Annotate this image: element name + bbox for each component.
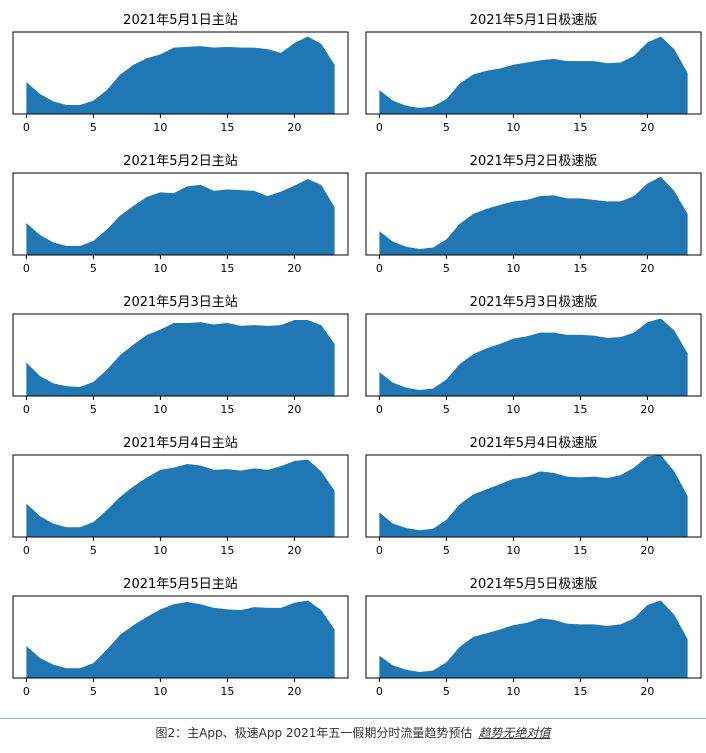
x-tick-label: 0 (23, 685, 30, 698)
chart-panel: 2021年5月5日主站 0 5 10 15 20 (12, 577, 349, 698)
area-series (379, 36, 688, 114)
area-series (26, 319, 335, 396)
caption-text: 图2：主App、极速App 2021年五一假期分时流量趋势预估 (155, 726, 473, 740)
x-tick-label: 0 (376, 403, 383, 416)
x-tick-label: 20 (640, 403, 654, 416)
caption-divider (0, 718, 706, 719)
x-tick-label: 0 (23, 403, 30, 416)
x-tick-label: 5 (443, 121, 450, 134)
x-tick-label: 10 (506, 544, 520, 557)
x-tick-label: 5 (443, 685, 450, 698)
chart-panel: 2021年5月2日极速版 0 5 10 15 20 (365, 154, 702, 275)
panel-title: 2021年5月1日极速版 (470, 13, 598, 28)
area-series (26, 600, 335, 678)
plot-frame (12, 454, 349, 538)
x-tick-label: 15 (573, 121, 587, 134)
x-tick-label: 15 (220, 262, 234, 275)
x-tick-label: 10 (153, 685, 167, 698)
plot-frame (12, 313, 349, 397)
x-tick-label: 5 (90, 121, 97, 134)
x-tick-label: 5 (90, 403, 97, 416)
area-series (26, 36, 335, 114)
x-tick-label: 10 (506, 262, 520, 275)
x-tick-label: 20 (287, 262, 301, 275)
x-tick-label: 20 (287, 544, 301, 557)
plot-frame (365, 454, 702, 538)
x-tick-label: 20 (287, 121, 301, 134)
area-series (379, 176, 688, 255)
chart-panel: 2021年5月4日极速版 0 5 10 15 20 (365, 436, 702, 557)
x-tick-label: 10 (153, 121, 167, 134)
plot-frame (365, 172, 702, 256)
x-tick-label: 15 (573, 262, 587, 275)
x-tick-label: 10 (506, 403, 520, 416)
area-series (379, 600, 688, 678)
x-tick-label: 0 (23, 544, 30, 557)
x-tick-label: 15 (220, 685, 234, 698)
x-tick-label: 20 (640, 685, 654, 698)
caption-source: 趋势无绝对值 (478, 726, 551, 740)
x-tick-label: 10 (506, 121, 520, 134)
chart-panel: 2021年5月1日极速版 0 5 10 15 20 (365, 13, 702, 134)
x-tick-label: 20 (640, 121, 654, 134)
x-tick-label: 20 (640, 544, 654, 557)
figure-caption: 图2：主App、极速App 2021年五一假期分时流量趋势预估 趋势无绝对值 (0, 724, 706, 741)
panel-title: 2021年5月4日极速版 (470, 436, 598, 451)
chart-panel: 2021年5月3日主站 0 5 10 15 20 (12, 295, 349, 416)
chart-panel: 2021年5月1日主站 0 5 10 15 20 (12, 13, 349, 134)
chart-panel: 2021年5月3日极速版 0 5 10 15 20 (365, 295, 702, 416)
plot-frame (365, 595, 702, 679)
x-tick-label: 10 (153, 262, 167, 275)
x-tick-label: 0 (376, 121, 383, 134)
plot-frame (12, 172, 349, 256)
x-tick-label: 20 (287, 685, 301, 698)
area-series (379, 318, 688, 396)
x-tick-label: 0 (376, 685, 383, 698)
area-series (379, 455, 688, 537)
x-tick-label: 15 (573, 685, 587, 698)
x-tick-label: 20 (287, 403, 301, 416)
panel-title: 2021年5月3日极速版 (470, 295, 598, 310)
chart-panel: 2021年5月2日主站 0 5 10 15 20 (12, 154, 349, 275)
panel-title: 2021年5月4日主站 (123, 436, 238, 451)
x-tick-label: 5 (90, 685, 97, 698)
area-series (26, 178, 335, 255)
x-tick-label: 5 (90, 544, 97, 557)
x-tick-label: 5 (443, 262, 450, 275)
x-tick-label: 15 (220, 544, 234, 557)
plot-frame (365, 31, 702, 115)
x-tick-label: 5 (443, 403, 450, 416)
x-tick-label: 15 (573, 403, 587, 416)
x-tick-label: 20 (640, 262, 654, 275)
panel-title: 2021年5月2日主站 (123, 154, 238, 169)
plot-frame (12, 595, 349, 679)
chart-panel: 2021年5月5日极速版 0 5 10 15 20 (365, 577, 702, 698)
plot-frame (365, 313, 702, 397)
x-tick-label: 15 (573, 544, 587, 557)
panel-title: 2021年5月3日主站 (123, 295, 238, 310)
x-tick-label: 5 (443, 544, 450, 557)
panel-title: 2021年5月1日主站 (123, 13, 238, 28)
x-tick-label: 10 (153, 544, 167, 557)
panel-title: 2021年5月2日极速版 (470, 154, 598, 169)
panel-title: 2021年5月5日极速版 (470, 577, 598, 592)
x-tick-label: 0 (376, 544, 383, 557)
x-tick-label: 0 (23, 262, 30, 275)
panel-title: 2021年5月5日主站 (123, 577, 238, 592)
x-tick-label: 0 (376, 262, 383, 275)
x-tick-label: 10 (153, 403, 167, 416)
x-tick-label: 15 (220, 121, 234, 134)
x-tick-label: 10 (506, 685, 520, 698)
x-tick-label: 0 (23, 121, 30, 134)
chart-panel: 2021年5月4日主站 0 5 10 15 20 (12, 436, 349, 557)
x-tick-label: 5 (90, 262, 97, 275)
plot-frame (12, 31, 349, 115)
area-series (26, 459, 335, 537)
x-tick-label: 15 (220, 403, 234, 416)
